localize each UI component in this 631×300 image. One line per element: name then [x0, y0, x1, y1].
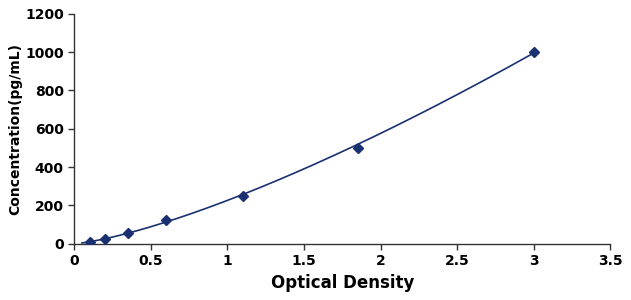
- X-axis label: Optical Density: Optical Density: [271, 274, 414, 292]
- Y-axis label: Concentration(pg/mL): Concentration(pg/mL): [8, 43, 22, 215]
